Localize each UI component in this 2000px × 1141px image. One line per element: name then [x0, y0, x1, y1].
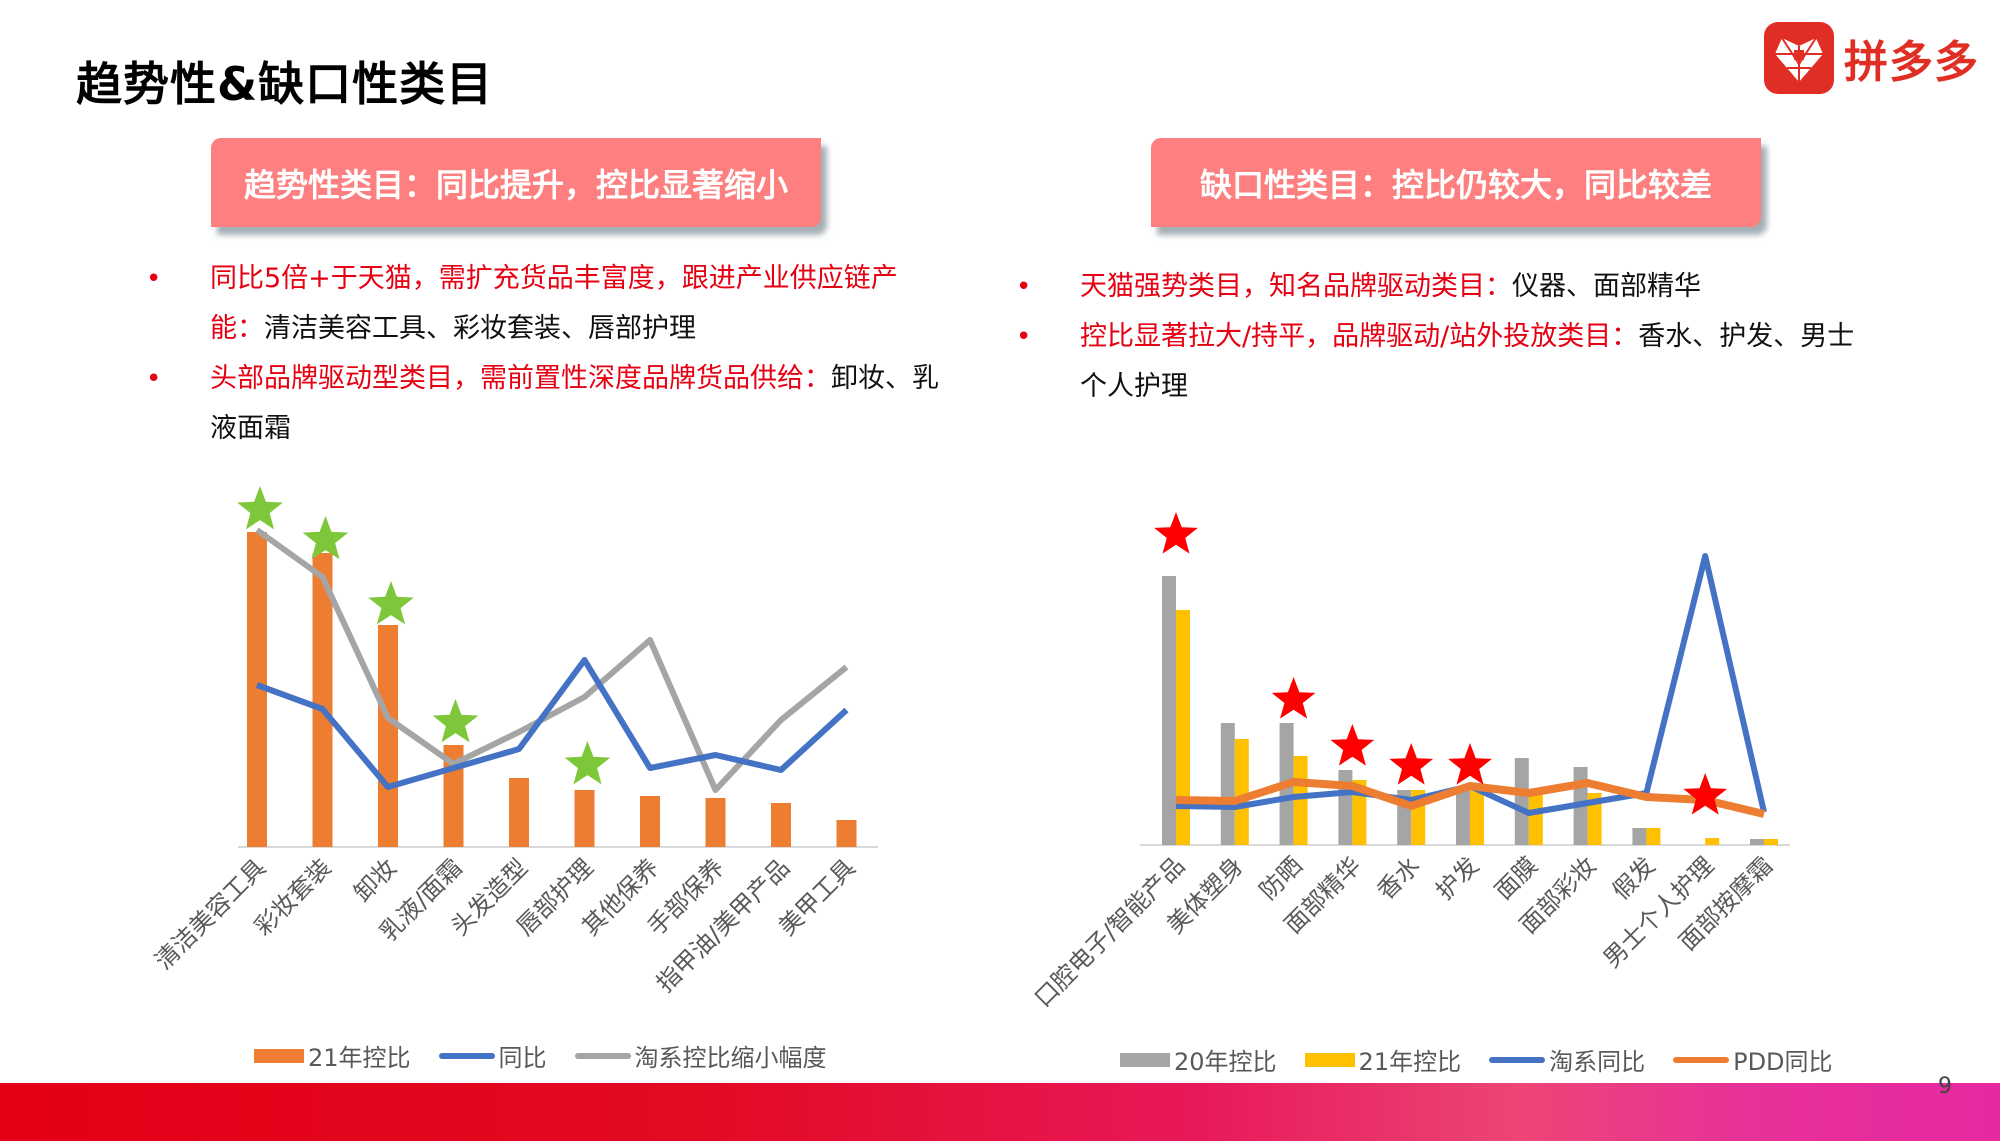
star-icon [564, 741, 611, 785]
bar-21-control-ratio [1470, 790, 1484, 845]
bar-21-control-ratio [836, 820, 857, 847]
bullet-highlight: 头部品牌驱动型类目，需前置性深度品牌货品供给： [210, 363, 831, 394]
footer-gradient-bar [0, 1083, 2000, 1141]
star-icon [1154, 512, 1198, 554]
legend-item: PDD同比 [1673, 1042, 1833, 1077]
gap-chart-legend: 20年控比 21年控比 淘系同比 PDD同比 [1120, 1042, 1861, 1077]
legend-label: 淘系同比 [1549, 1048, 1646, 1076]
legend-item: 20年控比 [1120, 1042, 1277, 1077]
bar-21-control-ratio [378, 625, 398, 847]
legend-line-swatch-icon [1489, 1056, 1546, 1063]
legend-label: 21年控比 [1358, 1048, 1462, 1076]
bar-21-control-ratio [312, 553, 333, 847]
bar-20-control-ratio [1750, 839, 1764, 845]
star-icon [1683, 773, 1728, 815]
bar-20-control-ratio [1220, 723, 1235, 845]
trend-chart-legend: 21年控比 同比 淘系控比缩小幅度 [254, 1038, 855, 1073]
bullet-item: 控比显著拉大/持平，品牌驱动/站外投放类目：香水、护发、男士个人护理 [1010, 312, 1880, 412]
page-title: 趋势性&缺口性类目 [76, 57, 494, 111]
legend-line-swatch-icon [438, 1052, 495, 1059]
legend-label: 同比 [498, 1044, 547, 1072]
bullet-item: 头部品牌驱动型类目，需前置性深度品牌货品供给：卸妆、乳液面霜 [140, 354, 940, 454]
bullet-categories: 卸妆、乳液面霜 [210, 363, 939, 444]
bar-21-control-ratio [1293, 756, 1308, 845]
legend-item: 同比 [438, 1038, 547, 1073]
bullet-highlight: 同比5倍+于天猫，需扩充货品丰富度，跟进产业供应链产能： [210, 263, 898, 344]
bar-21-control-ratio [1176, 610, 1190, 845]
bar-21-control-ratio [1234, 739, 1249, 845]
bar-20-control-ratio [1162, 576, 1176, 845]
legend-item: 21年控比 [1304, 1042, 1462, 1077]
legend-bar-swatch-icon [1120, 1052, 1170, 1067]
legend-item: 淘系同比 [1489, 1042, 1645, 1077]
star-icon [1330, 724, 1375, 766]
bar-21-control-ratio [1705, 838, 1720, 845]
bullet-item: 天猫强势类目，知名品牌驱动类目：仪器、面部精华 [1010, 262, 1880, 312]
bullet-categories: 香水、护发、男士个人护理 [1080, 321, 1855, 402]
legend-line-swatch-icon [574, 1052, 631, 1059]
bar-21-control-ratio [1587, 793, 1602, 845]
legend-bar-swatch-icon [254, 1048, 304, 1063]
bullet-highlight: 天猫强势类目，知名品牌驱动类目： [1080, 271, 1512, 302]
star-icon [302, 516, 349, 560]
trend-bullet-list: 同比5倍+于天猫，需扩充货品丰富度，跟进产业供应链产能：清洁美容工具、彩妆套装、… [140, 254, 940, 454]
bar-21-control-ratio [509, 778, 529, 847]
bar-21-control-ratio [705, 798, 726, 847]
legend-line-swatch-icon [1673, 1056, 1730, 1063]
bullet-categories: 仪器、面部精华 [1512, 271, 1701, 302]
bar-20-control-ratio [1514, 758, 1529, 845]
star-icon [1448, 743, 1492, 785]
star-icon [1389, 743, 1434, 785]
legend-label: 淘系控比缩小幅度 [634, 1044, 827, 1072]
brand-name: 拼多多 [1844, 37, 1979, 88]
bar-21-control-ratio [1646, 828, 1661, 845]
legend-label: 21年控比 [308, 1044, 411, 1072]
legend-bar-swatch-icon [1304, 1052, 1355, 1067]
brand-logo: 拼多多 [1764, 22, 1979, 94]
x-axis-category-label: 护发 [1431, 851, 1485, 905]
pinduoduo-heart-logo-icon [1764, 22, 1834, 94]
bullet-highlight: 控比显著拉大/持平，品牌驱动/站外投放类目： [1080, 321, 1639, 352]
bar-21-control-ratio [1764, 839, 1778, 845]
bar-21-control-ratio [1528, 790, 1543, 845]
line-pdd-yoy [1175, 778, 1765, 818]
bar-21-control-ratio [640, 796, 660, 847]
star-icon [368, 581, 414, 625]
legend-label: PDD同比 [1733, 1048, 1833, 1076]
star-icon [237, 486, 283, 530]
legend-item: 21年控比 [254, 1038, 411, 1073]
page-number: 9 [1938, 1074, 1952, 1099]
bar-20-control-ratio [1632, 828, 1647, 845]
bullet-categories: 清洁美容工具、彩妆套装、唇部护理 [264, 313, 696, 344]
line-taobao-control-reduction [255, 527, 849, 793]
star-icon [432, 699, 479, 743]
bullet-item: 同比5倍+于天猫，需扩充货品丰富度，跟进产业供应链产能：清洁美容工具、彩妆套装、… [140, 254, 940, 354]
legend-label: 20年控比 [1174, 1048, 1277, 1076]
bar-21-control-ratio [247, 532, 267, 847]
x-axis-category-label: 香水 [1372, 851, 1426, 905]
bar-21-control-ratio [574, 790, 595, 847]
gap-category-banner: 缺口性类目：控比仍较大，同比较差 [1151, 138, 1761, 227]
trend-category-banner: 趋势性类目：同比提升，控比显著缩小 [211, 138, 821, 227]
star-icon [1271, 677, 1316, 719]
bar-21-control-ratio [771, 803, 791, 847]
bar-20-control-ratio [1456, 790, 1470, 845]
gap-bullet-list: 天猫强势类目，知名品牌驱动类目：仪器、面部精华 控比显著拉大/持平，品牌驱动/站… [1010, 262, 1880, 412]
line-yoy [255, 657, 849, 790]
legend-item: 淘系控比缩小幅度 [574, 1038, 827, 1073]
x-axis-category-label: 口腔电子/智能产品 [1029, 851, 1190, 1012]
